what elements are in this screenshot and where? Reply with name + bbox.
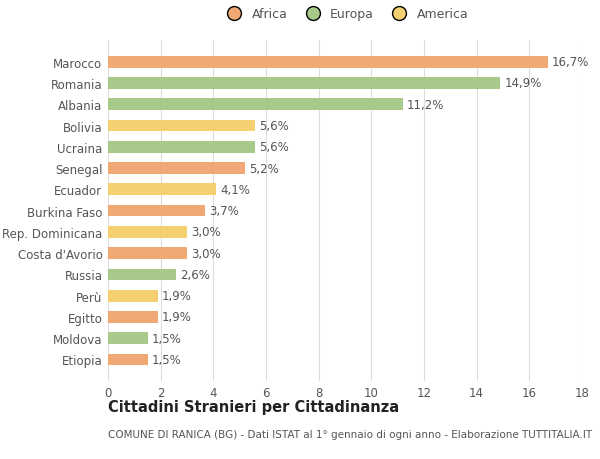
Text: 4,1%: 4,1%	[220, 184, 250, 196]
Text: 5,6%: 5,6%	[259, 120, 289, 133]
Text: 16,7%: 16,7%	[552, 56, 589, 69]
Bar	[108, 142, 256, 153]
Bar	[108, 311, 158, 323]
Bar	[108, 120, 256, 132]
Text: 2,6%: 2,6%	[181, 269, 210, 281]
Text: 3,7%: 3,7%	[209, 205, 239, 218]
Bar	[108, 333, 148, 344]
Bar	[108, 248, 187, 259]
Text: 1,5%: 1,5%	[151, 332, 181, 345]
Text: 5,2%: 5,2%	[249, 162, 278, 175]
Bar	[108, 163, 245, 174]
Text: 1,5%: 1,5%	[151, 353, 181, 366]
Bar	[108, 57, 548, 68]
Text: 5,6%: 5,6%	[259, 141, 289, 154]
Bar	[108, 354, 148, 365]
Text: Cittadini Stranieri per Cittadinanza: Cittadini Stranieri per Cittadinanza	[108, 399, 399, 414]
Text: 3,0%: 3,0%	[191, 226, 221, 239]
Bar	[108, 205, 205, 217]
Text: COMUNE DI RANICA (BG) - Dati ISTAT al 1° gennaio di ogni anno - Elaborazione TUT: COMUNE DI RANICA (BG) - Dati ISTAT al 1°…	[108, 429, 592, 439]
Bar	[108, 227, 187, 238]
Text: 14,9%: 14,9%	[505, 77, 542, 90]
Bar	[108, 269, 176, 280]
Text: 11,2%: 11,2%	[407, 99, 444, 112]
Text: 1,9%: 1,9%	[162, 311, 192, 324]
Text: 1,9%: 1,9%	[162, 290, 192, 302]
Bar	[108, 290, 158, 302]
Bar	[108, 78, 500, 90]
Legend: Africa, Europa, America: Africa, Europa, America	[217, 3, 473, 26]
Text: 3,0%: 3,0%	[191, 247, 221, 260]
Bar	[108, 184, 216, 196]
Bar	[108, 99, 403, 111]
